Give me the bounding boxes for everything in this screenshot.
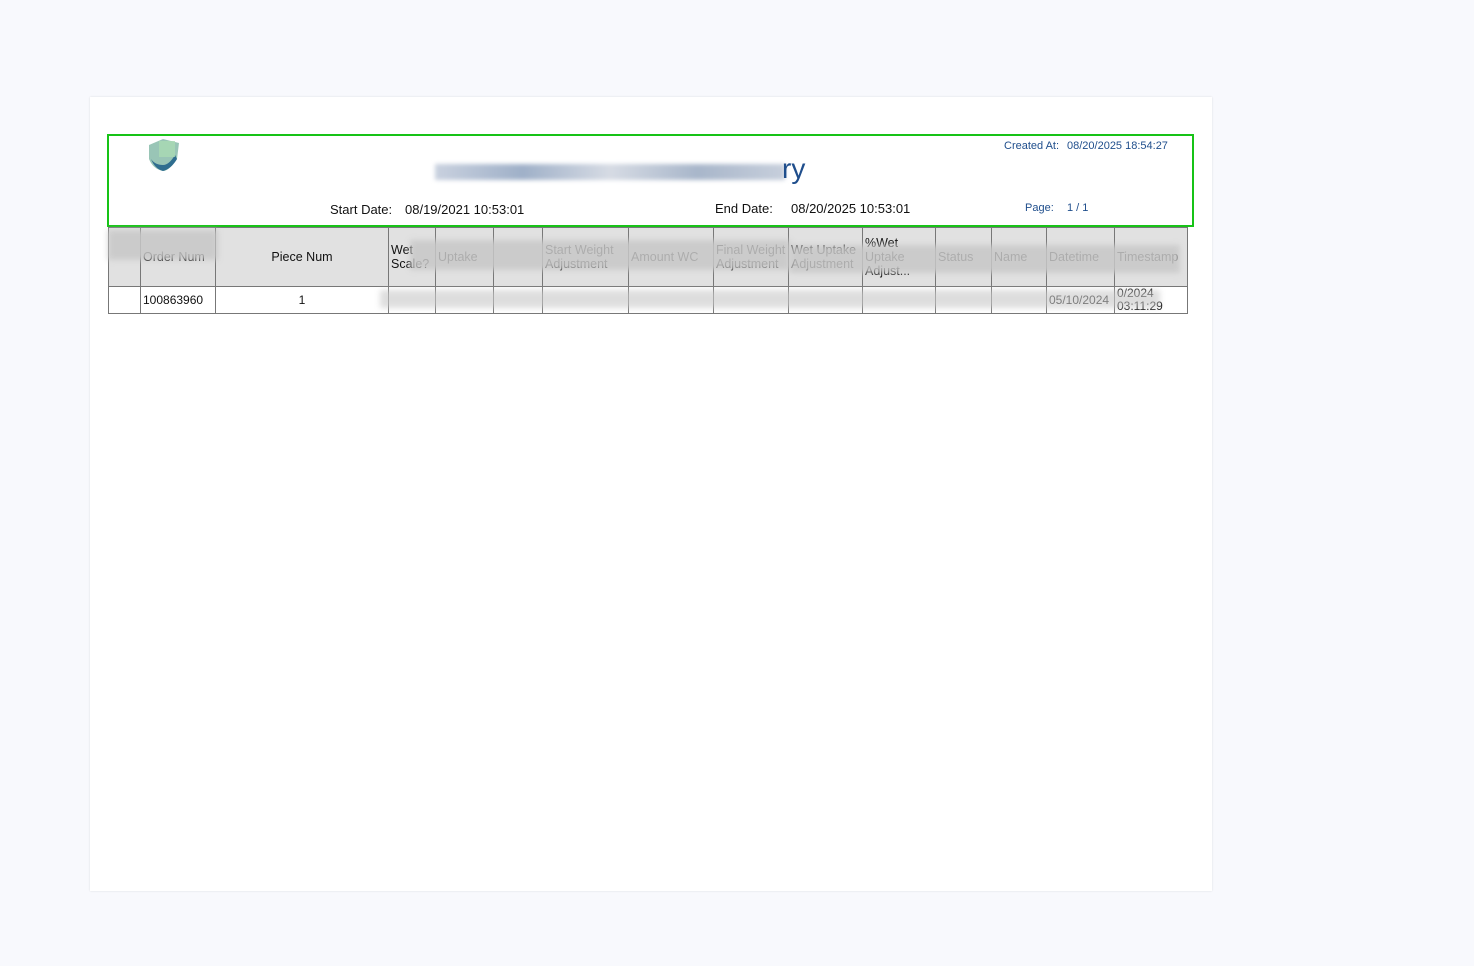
- cell-piece-num: 1: [215, 286, 389, 314]
- redaction-blur: [410, 240, 790, 270]
- report-title-visible-end: ry: [782, 153, 806, 184]
- start-date-label: Start Date:: [330, 202, 393, 217]
- end-date-label: End Date:: [715, 201, 773, 216]
- end-date-value: 08/20/2025 10:53:01: [791, 201, 911, 216]
- redaction-blur: [790, 245, 1180, 273]
- redaction-blur: [380, 290, 1160, 308]
- cell-order-num: 100863960: [140, 286, 216, 314]
- column-header-piece-num[interactable]: Piece Num: [215, 227, 389, 287]
- start-date-value: 08/19/2021 10:53:01: [405, 202, 525, 217]
- page-value: 1 / 1: [1067, 202, 1089, 214]
- report-title: [435, 152, 815, 188]
- created-at-value: 08/20/2025 18:54:27: [1067, 140, 1168, 152]
- redaction-blur: [108, 230, 218, 260]
- report-header-highlight: [107, 134, 1194, 227]
- cell: [108, 286, 141, 314]
- created-at-label: Created At:: [1004, 140, 1060, 152]
- company-logo-icon: [149, 139, 179, 171]
- page-label: Page:: [1025, 202, 1054, 214]
